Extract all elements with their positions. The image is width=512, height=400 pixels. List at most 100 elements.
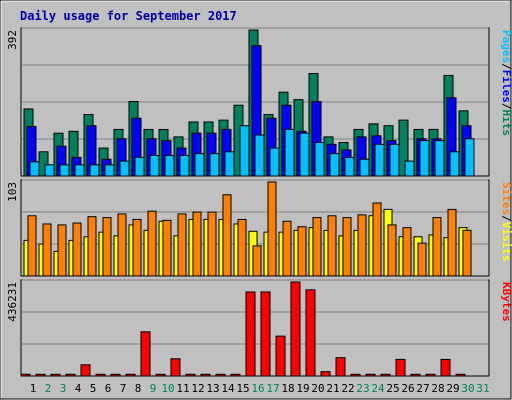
visits-sites-bar-sites-day-8 xyxy=(132,218,142,277)
kbytes-bar-kbytes-day-6 xyxy=(95,373,106,377)
pages-files-hits-y-max-label: 392 xyxy=(6,30,19,50)
kbytes-legend-label: KBytes xyxy=(500,282,512,322)
visits-sites-bar-sites-day-2 xyxy=(42,223,52,277)
x-tick-day-25: 25 xyxy=(386,382,399,395)
kbytes-bar-kbytes-day-7 xyxy=(110,373,121,377)
pages-files-hits-bar-pages-day-23 xyxy=(359,158,370,177)
x-tick-day-21: 21 xyxy=(326,382,339,395)
x-tick-day-29: 29 xyxy=(446,382,459,395)
visits-sites-bar-sites-day-11 xyxy=(177,213,187,277)
visits-sites-legend-part: Sites xyxy=(500,182,512,215)
visits-sites-bar-sites-day-17 xyxy=(267,181,277,277)
visits-sites-bar-sites-day-20 xyxy=(312,217,322,277)
pages-files-hits-bar-pages-day-12 xyxy=(194,153,205,177)
kbytes-bar-kbytes-day-23 xyxy=(350,373,361,377)
visits-sites-bar-sites-day-23 xyxy=(357,214,367,277)
visits-sites-bar-sites-day-5 xyxy=(87,216,97,277)
kbytes-bar-kbytes-day-27 xyxy=(410,373,421,377)
x-tick-day-27: 27 xyxy=(416,382,429,395)
kbytes-bar-kbytes-day-16 xyxy=(245,291,256,377)
pages-files-hits-bar-pages-day-19 xyxy=(299,132,310,177)
visits-sites-legend-part: / xyxy=(500,215,512,222)
pages-files-hits-bar-pages-day-4 xyxy=(74,164,85,177)
visits-sites-legend-part: Visits xyxy=(500,222,512,262)
pages-files-hits-legend-label: Pages/Files/Hits xyxy=(500,30,512,136)
x-tick-day-28: 28 xyxy=(431,382,444,395)
kbytes-bar-kbytes-day-1 xyxy=(20,373,31,377)
kbytes-bar-kbytes-day-20 xyxy=(305,289,316,377)
pages-files-hits-bar-pages-day-17 xyxy=(269,147,280,177)
visits-sites-bar-sites-day-4 xyxy=(72,222,82,277)
pages-files-hits-bar-pages-day-5 xyxy=(89,164,100,177)
pages-files-hits-bar-pages-day-3 xyxy=(59,164,70,177)
kbytes-bar-kbytes-day-18 xyxy=(275,335,286,377)
kbytes-bar-kbytes-day-10 xyxy=(155,373,166,377)
x-tick-day-13: 13 xyxy=(206,382,219,395)
visits-sites-bar-sites-day-7 xyxy=(117,213,127,277)
kbytes-bar-kbytes-day-9 xyxy=(140,331,151,377)
pages-files-hits-bar-pages-day-11 xyxy=(179,155,190,177)
visits-sites-bar-sites-day-18 xyxy=(282,220,292,277)
pages-files-hits-bar-pages-day-10 xyxy=(164,155,175,177)
kbytes-bar-kbytes-day-17 xyxy=(260,291,271,377)
pages-files-hits-bar-pages-day-18 xyxy=(284,128,295,177)
x-tick-day-15: 15 xyxy=(236,382,249,395)
x-tick-day-8: 8 xyxy=(135,382,142,395)
kbytes-bar-kbytes-day-30 xyxy=(455,373,466,377)
visits-sites-bar-sites-day-24 xyxy=(372,202,382,277)
pages-files-hits-bar-pages-day-30 xyxy=(464,138,475,177)
x-tick-day-12: 12 xyxy=(191,382,204,395)
kbytes-bar-kbytes-day-13 xyxy=(200,373,211,377)
visits-sites-bar-sites-day-14 xyxy=(222,194,232,277)
pages-files-hits-bar-pages-day-26 xyxy=(404,160,415,177)
kbytes-bar-kbytes-day-12 xyxy=(185,373,196,377)
kbytes-bar-kbytes-day-5 xyxy=(80,364,91,377)
x-tick-day-9: 9 xyxy=(150,382,157,395)
visits-sites-bar-sites-day-28 xyxy=(432,217,442,277)
kbytes-bar-kbytes-day-28 xyxy=(425,373,436,377)
pages-files-hits-bar-pages-day-22 xyxy=(344,156,355,177)
visits-sites-bar-sites-day-9 xyxy=(147,210,157,277)
x-tick-day-24: 24 xyxy=(371,382,385,395)
pages-files-hits-legend-part: / xyxy=(500,103,512,110)
x-tick-day-16: 16 xyxy=(251,382,264,395)
x-tick-day-5: 5 xyxy=(90,382,97,395)
pages-files-hits-bar-pages-day-6 xyxy=(104,164,115,177)
chart-title: Daily usage for September 2017 xyxy=(20,9,237,23)
pages-files-hits-bar-pages-day-29 xyxy=(449,151,460,177)
x-tick-day-2: 2 xyxy=(45,382,52,395)
visits-sites-bar-sites-day-22 xyxy=(342,217,352,277)
pages-files-hits-bar-pages-day-14 xyxy=(224,151,235,177)
visits-sites-bar-sites-day-19 xyxy=(297,226,307,277)
visits-sites-bar-sites-day-3 xyxy=(57,224,67,277)
kbytes-bar-kbytes-day-4 xyxy=(65,373,76,377)
pages-files-hits-legend-part: Hits xyxy=(500,110,512,137)
visits-sites-bar-sites-day-30 xyxy=(462,229,472,277)
x-tick-day-6: 6 xyxy=(105,382,112,395)
x-tick-day-23: 23 xyxy=(356,382,369,395)
x-tick-day-14: 14 xyxy=(221,382,235,395)
x-tick-day-22: 22 xyxy=(341,382,354,395)
x-tick-day-11: 11 xyxy=(176,382,189,395)
kbytes-bar-kbytes-day-22 xyxy=(335,357,346,377)
pages-files-hits-bar-pages-day-25 xyxy=(389,143,400,177)
kbytes-bar-kbytes-day-25 xyxy=(380,373,391,377)
x-tick-day-10: 10 xyxy=(161,382,174,395)
kbytes-legend-part: KBytes xyxy=(500,282,512,322)
pages-files-hits-bar-pages-day-28 xyxy=(434,140,445,177)
pages-files-hits-bar-hits-day-2 xyxy=(38,151,49,177)
kbytes-y-max-label: 436231 xyxy=(6,282,19,322)
x-tick-day-3: 3 xyxy=(60,382,67,395)
kbytes-bar-kbytes-day-21 xyxy=(320,371,331,377)
pages-files-hits-bar-pages-day-15 xyxy=(239,125,250,177)
pages-files-hits-bar-pages-day-7 xyxy=(119,160,130,177)
visits-sites-bar-sites-day-27 xyxy=(417,242,427,277)
visits-sites-bar-sites-day-10 xyxy=(162,219,172,277)
pages-files-hits-bar-pages-day-1 xyxy=(29,161,40,177)
pages-files-hits-bar-pages-day-16 xyxy=(254,134,265,177)
pages-files-hits-bar-pages-day-27 xyxy=(419,140,430,177)
pages-files-hits-bar-pages-day-2 xyxy=(44,164,55,177)
visits-sites-bar-sites-day-26 xyxy=(402,227,412,277)
kbytes-bar-kbytes-day-11 xyxy=(170,358,181,377)
